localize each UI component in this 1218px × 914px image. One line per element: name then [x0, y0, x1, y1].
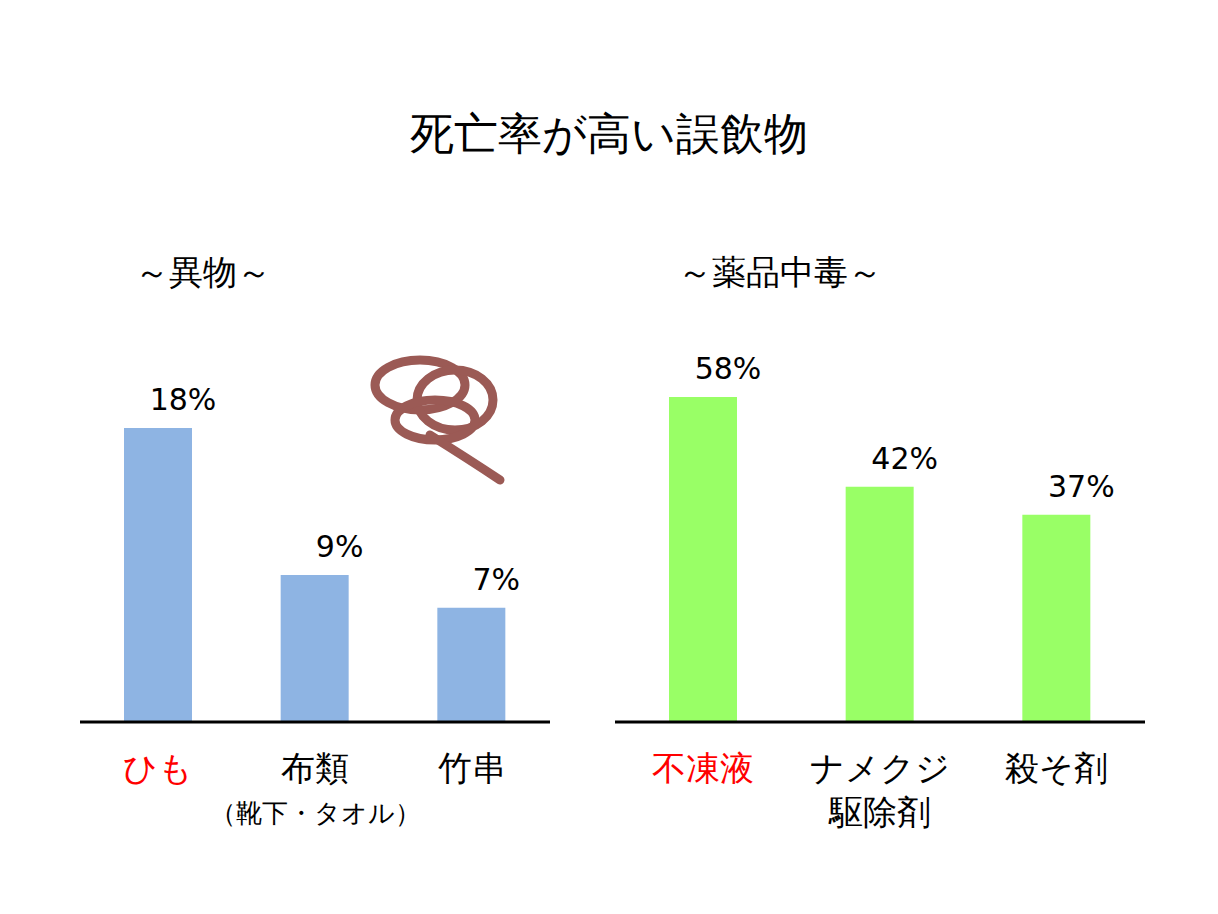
svg-text:不凍液: 不凍液 [652, 748, 754, 788]
svg-text:7%: 7% [473, 562, 521, 597]
svg-text:18%: 18% [150, 382, 217, 417]
html-text:死亡率が高い誤飲物: 死亡率が高い誤飲物 [410, 108, 808, 159]
svg-text:42%: 42% [871, 441, 938, 476]
svg-text:37%: 37% [1048, 469, 1115, 504]
svg-text:布類: 布類 [281, 748, 349, 788]
svg-text:竹串: 竹串 [438, 748, 506, 788]
svg-text:（靴下・タオル）: （靴下・タオル） [210, 798, 421, 828]
svg-text:駆除剤: 駆除剤 [828, 792, 931, 832]
svg-text:ナメクジ: ナメクジ [810, 748, 950, 788]
svg-text:殺そ剤: 殺そ剤 [1005, 748, 1108, 788]
svg-text:9%: 9% [316, 529, 364, 564]
svg-text:ひも: ひも [123, 748, 193, 788]
html-text:～異物～: ～異物～ [135, 252, 271, 292]
html-text:～薬品中毒～: ～薬品中毒～ [678, 252, 882, 292]
svg-text:58%: 58% [695, 351, 762, 386]
